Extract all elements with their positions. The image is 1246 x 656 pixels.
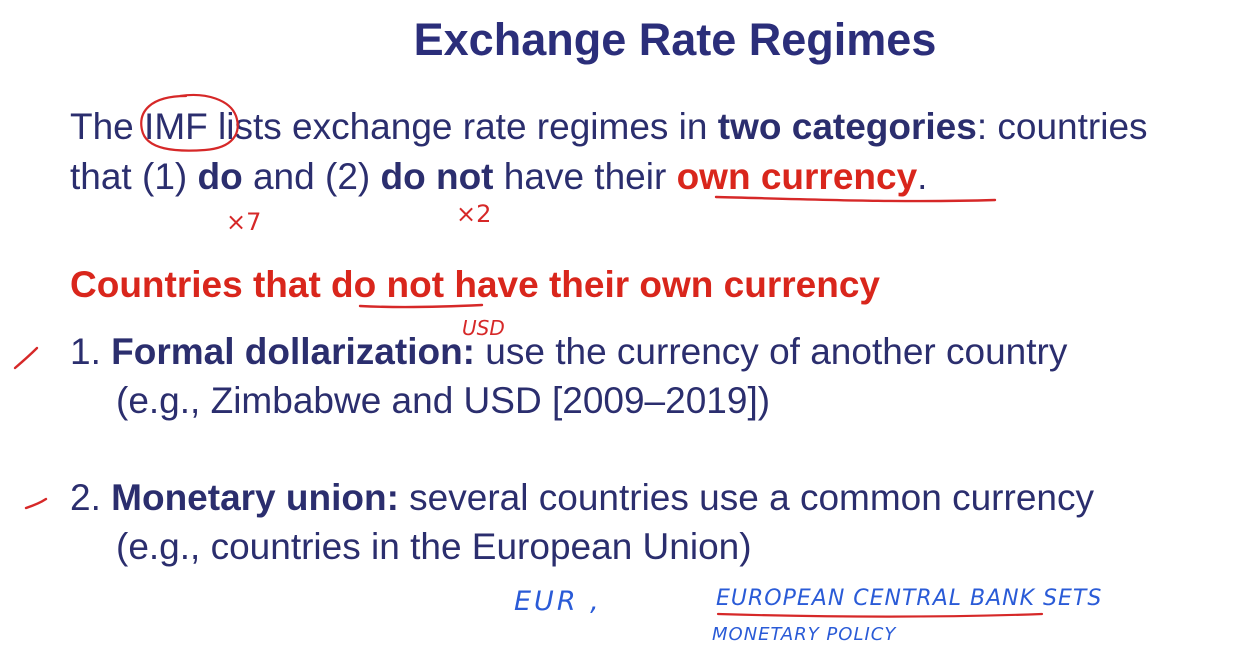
intro-text: : countries — [976, 106, 1148, 147]
intro-text: The — [70, 106, 145, 147]
intro-text: . — [917, 156, 928, 197]
annotation-x7: ×7 — [226, 208, 262, 236]
list-desc: use the currency of another country — [475, 331, 1068, 372]
annotation-usd: USD — [462, 316, 505, 340]
own-currency-underline — [714, 195, 997, 203]
ecb-underline — [716, 612, 1044, 618]
slide-title: Exchange Rate Regimes — [413, 14, 937, 65]
check-mark-1 — [13, 346, 39, 370]
list-example-1: (e.g., Zimbabwe and USD [2009–2019]) — [116, 380, 771, 421]
intro-text: and (2) — [242, 156, 381, 197]
intro-line-1: The IMF lists exchange rate regimes in t… — [70, 108, 1148, 145]
list-example-2: (e.g., countries in the European Union) — [116, 526, 752, 567]
list-number: 1. — [70, 331, 101, 372]
intro-text: have their — [493, 156, 677, 197]
section-heading: Countries that do not have their own cur… — [70, 264, 880, 305]
list-term: Formal dollarization: — [111, 331, 475, 372]
own-currency-term: own currency — [676, 156, 918, 197]
annotation-ecb: EUROPEAN CENTRAL BANK SETS — [716, 586, 1103, 611]
list-term: Monetary union: — [111, 477, 399, 518]
intro-line-2: that (1) do and (2) do not have their ow… — [70, 158, 927, 195]
do-not-term: do not — [380, 156, 494, 197]
intro-text: lists exchange rate regimes in — [207, 106, 718, 147]
list-desc: several countries use a common currency — [398, 477, 1094, 518]
imf-term: IMF — [144, 106, 208, 147]
check-mark-2 — [24, 497, 48, 510]
two-categories-term: two categories — [717, 106, 977, 147]
do-term: do — [197, 156, 243, 197]
list-item-2: 2. Monetary union: several countries use… — [70, 477, 1094, 519]
annotation-monetary-policy: MONETARY POLICY — [712, 624, 897, 645]
list-number: 2. — [70, 477, 101, 518]
intro-text: that (1) — [70, 156, 198, 197]
annotation-eur: EUR , — [514, 586, 602, 617]
list-item-1: 1. Formal dollarization: use the currenc… — [70, 331, 1067, 373]
annotation-x2: ×2 — [456, 200, 492, 228]
